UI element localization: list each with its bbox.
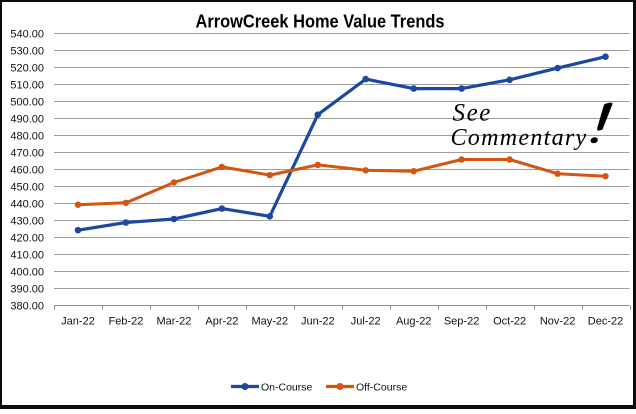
svg-text:Apr-22: Apr-22 [205,316,238,328]
svg-text:Jun-22: Jun-22 [301,316,335,328]
svg-text:Sep-22: Sep-22 [444,316,479,328]
svg-text:Feb-22: Feb-22 [108,316,143,328]
svg-text:470.00: 470.00 [10,148,44,160]
svg-text:420.00: 420.00 [10,233,44,245]
svg-text:On-Course: On-Course [261,382,313,394]
svg-text:520.00: 520.00 [10,63,44,75]
svg-text:Jul-22: Jul-22 [351,316,381,328]
svg-text:Commentary: Commentary [451,125,588,151]
svg-text:400.00: 400.00 [10,267,44,279]
svg-text:Jan-22: Jan-22 [61,316,95,328]
svg-text:480.00: 480.00 [10,131,44,143]
svg-text:430.00: 430.00 [10,216,44,228]
svg-text:Dec-22: Dec-22 [588,316,623,328]
svg-text:490.00: 490.00 [10,114,44,126]
svg-text:Oct-22: Oct-22 [493,316,526,328]
svg-text:450.00: 450.00 [10,182,44,194]
svg-text:Mar-22: Mar-22 [156,316,191,328]
svg-text:510.00: 510.00 [10,80,44,92]
svg-text:440.00: 440.00 [10,199,44,211]
svg-text:530.00: 530.00 [10,46,44,58]
svg-text:Nov-22: Nov-22 [540,316,575,328]
svg-text:May-22: May-22 [251,316,288,328]
svg-text:See: See [453,100,493,127]
svg-text:390.00: 390.00 [10,284,44,296]
svg-text:410.00: 410.00 [10,250,44,262]
svg-text:460.00: 460.00 [10,165,44,177]
svg-text:540.00: 540.00 [10,29,44,41]
svg-text:380.00: 380.00 [10,301,44,313]
svg-text:Off-Course: Off-Course [356,382,407,394]
svg-text:Aug-22: Aug-22 [396,316,431,328]
svg-text:ArrowCreek Home Value Trends: ArrowCreek Home Value Trends [196,12,445,32]
svg-text:500.00: 500.00 [10,97,44,109]
